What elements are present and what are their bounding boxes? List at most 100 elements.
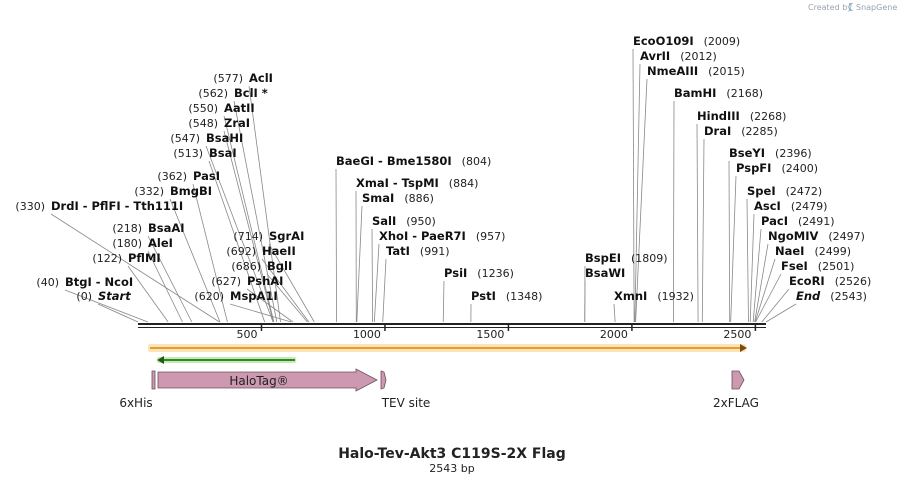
site-position: (330) [15, 200, 45, 213]
site-name: TatI [386, 244, 410, 258]
site-name: EcoO109I [633, 34, 694, 48]
site-name: NmeAIII [647, 64, 698, 78]
feature-track: 6xHis HaloTag® TEV site 2xFLAG [119, 368, 759, 410]
site-name: HaeII [262, 244, 296, 258]
site-name: BsaAI [148, 221, 185, 235]
site-name: NgoMIV [768, 229, 818, 243]
site-position: (804) [462, 155, 492, 168]
site-labels: AclI(577)BclI *(562)AatII(550)ZraI(548)B… [15, 34, 871, 303]
feature-shape [151, 370, 156, 390]
site-name: DraI [704, 124, 731, 138]
site-name: NaeI [775, 244, 804, 258]
site-position: (692) [226, 245, 256, 258]
site-position: (1348) [506, 290, 543, 303]
site-position: (2012) [680, 50, 717, 63]
site-name: MspA1I [230, 289, 278, 303]
site-leader-line [749, 213, 755, 323]
site-name: BspEI [585, 251, 621, 265]
site-position: (2479) [791, 200, 828, 213]
site-name: BseYI [729, 146, 765, 160]
site-leader-line [205, 145, 274, 323]
tick-label: 2500 [723, 328, 751, 341]
tick-label: 500 [236, 328, 257, 341]
map-title: Halo-Tev-Akt3 C119S-2X Flag [338, 446, 566, 462]
feature-label: 6xHis [119, 396, 152, 410]
site-leader-line [761, 288, 790, 323]
site-name: PasI [193, 169, 220, 183]
site-leader-line [147, 235, 193, 323]
site-leader-line [442, 280, 445, 323]
site-leader-line [382, 258, 387, 323]
site-name: BaeGI - Bme1580I [336, 154, 452, 168]
snapgene-logo-icon [849, 3, 853, 11]
site-name: HindIII [697, 109, 740, 123]
site-leader-line [672, 100, 675, 323]
site-position: (2268) [750, 110, 787, 123]
site-position: (577) [213, 72, 243, 85]
site-leader-line [632, 48, 635, 323]
site-position: (362) [157, 170, 187, 183]
site-position: (2285) [741, 125, 778, 138]
site-leader-line [266, 273, 308, 323]
brand-text: SnapGene [856, 3, 897, 12]
site-position: (122) [92, 252, 122, 265]
site-name: BtgI - NcoI [65, 275, 133, 289]
site-name: AscI [754, 199, 781, 213]
site-position: (218) [112, 222, 142, 235]
site-leader-line [169, 198, 221, 323]
site-name: XhoI - PaeR7I [379, 229, 466, 243]
site-name: BsaWI [585, 266, 625, 280]
feature-shape [380, 370, 387, 390]
site-position: (2400) [781, 162, 818, 175]
site-leader-line [64, 289, 149, 323]
site-leader-line [261, 258, 310, 323]
site-leader-line [97, 303, 139, 323]
site-name: DrdI - PflFI - Tth111I [51, 199, 183, 213]
site-leader-line [752, 228, 762, 323]
site-position: (884) [449, 177, 479, 190]
site-leader-line [755, 273, 782, 323]
tick-label: 2000 [600, 328, 628, 341]
site-position: (2009) [704, 35, 741, 48]
site-leader-line [246, 288, 294, 323]
site-name: BglI [267, 259, 292, 273]
site-position: (620) [194, 290, 224, 303]
site-leader-line [268, 243, 315, 323]
site-position: (886) [404, 192, 434, 205]
site-position: (1236) [477, 267, 514, 280]
site-name: BsaHI [206, 131, 243, 145]
map-length: 2543 bp [429, 462, 474, 475]
site-name: PacI [761, 214, 788, 228]
site-position: (1932) [657, 290, 694, 303]
site-leader-line [50, 213, 220, 323]
site-position: (627) [211, 275, 241, 288]
site-name: AclI [249, 71, 273, 85]
site-name: PshAI [247, 274, 283, 288]
feature-shape [731, 370, 745, 390]
site-position: (2472) [786, 185, 823, 198]
site-leader-line [765, 303, 797, 323]
feature-label: 2xFLAG [713, 396, 759, 410]
site-position: (547) [170, 132, 200, 145]
site-leader-line [754, 258, 776, 323]
site-position: (686) [231, 260, 261, 273]
feature-shape [157, 368, 378, 392]
site-leader-line [147, 250, 183, 323]
site-name: PflMI [128, 251, 161, 265]
site-position: (2396) [775, 147, 812, 160]
site-leader-line [613, 303, 616, 323]
site-leader-line [223, 130, 274, 323]
site-leader-line [728, 160, 731, 323]
site-position: (950) [406, 215, 436, 228]
site-position: (548) [188, 117, 218, 130]
site-position: (2526) [835, 275, 872, 288]
site-position: (714) [233, 230, 263, 243]
feature-label: HaloTag® [229, 374, 288, 388]
site-leader-line [635, 78, 648, 323]
site-leader-line [192, 183, 228, 323]
site-leader-line [229, 303, 292, 323]
site-name: SpeI [747, 184, 776, 198]
site-name: PspFI [736, 161, 771, 175]
site-name: SmaI [362, 191, 394, 205]
